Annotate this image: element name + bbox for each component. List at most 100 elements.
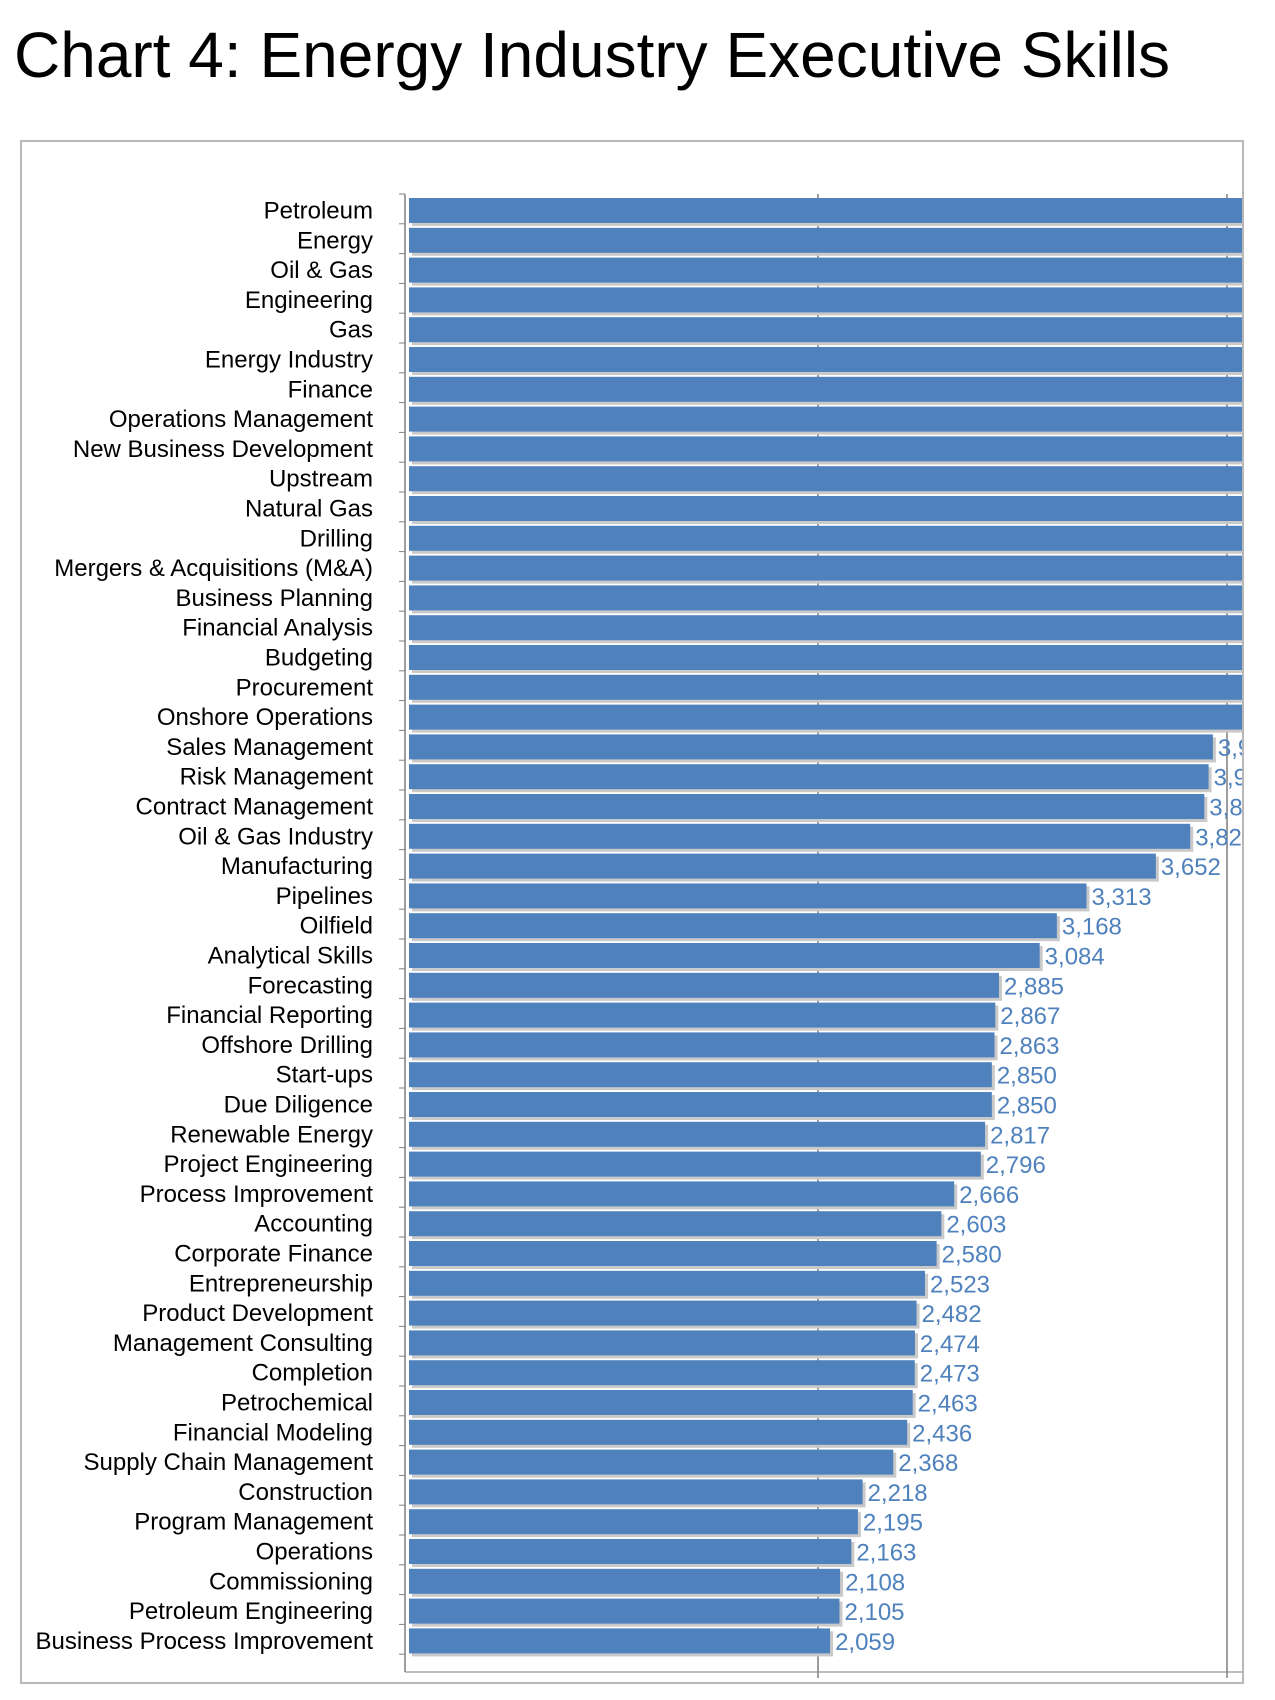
category-label: Analytical Skills bbox=[208, 943, 373, 970]
value-label: 2,436 bbox=[912, 1420, 972, 1447]
category-label: Project Engineering bbox=[164, 1151, 373, 1178]
value-label: 2,603 bbox=[946, 1212, 1006, 1239]
bar bbox=[409, 1539, 852, 1564]
bar bbox=[409, 704, 1242, 730]
bar bbox=[409, 1479, 863, 1505]
category-label: Offshore Drilling bbox=[201, 1032, 373, 1059]
value-label: 2,195 bbox=[863, 1510, 923, 1537]
category-label: Natural Gas bbox=[245, 496, 373, 523]
category-label: Manufacturing bbox=[221, 853, 373, 880]
bar bbox=[409, 645, 1242, 670]
value-label: 3,820 bbox=[1195, 824, 1242, 851]
bar bbox=[409, 674, 1242, 700]
value-label: 3,652 bbox=[1161, 854, 1221, 881]
category-label: Onshore Operations bbox=[157, 704, 373, 731]
value-label: 2,580 bbox=[942, 1242, 1002, 1269]
category-label: Operations bbox=[256, 1539, 373, 1566]
category-label: Upstream bbox=[269, 466, 373, 493]
value-label: 2,523 bbox=[930, 1271, 990, 1298]
value-label: 3,931 bbox=[1218, 735, 1242, 762]
value-label: 2,473 bbox=[920, 1361, 980, 1388]
bar bbox=[409, 1241, 937, 1266]
category-label: Financial Reporting bbox=[166, 1002, 373, 1029]
value-label: 3,910 bbox=[1214, 765, 1242, 792]
value-label: 2,059 bbox=[835, 1629, 895, 1656]
category-label: Engineering bbox=[245, 287, 373, 314]
bar bbox=[409, 376, 1242, 402]
category-label: Oilfield bbox=[300, 913, 373, 940]
bar bbox=[409, 1092, 992, 1117]
bar bbox=[409, 883, 1087, 909]
bar bbox=[409, 1449, 894, 1475]
category-label: Budgeting bbox=[265, 645, 373, 672]
bar bbox=[409, 913, 1057, 939]
value-label: 3,168 bbox=[1062, 914, 1122, 941]
category-label: Pipelines bbox=[276, 883, 373, 910]
category-label: Procurement bbox=[236, 674, 374, 701]
bar bbox=[409, 1121, 986, 1147]
category-label: Drilling bbox=[300, 525, 373, 552]
value-label: 2,850 bbox=[997, 1093, 1057, 1120]
bar bbox=[409, 227, 1242, 253]
bar bbox=[409, 1568, 841, 1594]
value-label: 2,108 bbox=[845, 1569, 905, 1596]
value-label: 3,889 bbox=[1209, 795, 1242, 822]
category-label: Construction bbox=[238, 1479, 373, 1506]
category-label: Operations Management bbox=[109, 406, 373, 433]
bar bbox=[409, 794, 1205, 819]
value-label: 2,850 bbox=[997, 1063, 1057, 1090]
category-label: Management Consulting bbox=[113, 1330, 373, 1357]
bar bbox=[409, 1330, 915, 1356]
category-label: Risk Management bbox=[180, 764, 374, 791]
bar bbox=[409, 615, 1242, 641]
bar bbox=[409, 943, 1040, 968]
bar bbox=[409, 734, 1213, 760]
category-label: Energy Industry bbox=[205, 347, 373, 374]
bar bbox=[409, 1032, 995, 1058]
category-label: Business Process Improvement bbox=[36, 1628, 374, 1655]
value-label: 2,474 bbox=[920, 1331, 980, 1358]
bar bbox=[409, 1181, 955, 1207]
bar bbox=[409, 972, 999, 998]
bar bbox=[409, 853, 1156, 879]
bar bbox=[409, 347, 1242, 372]
category-label: Finance bbox=[288, 376, 373, 403]
category-label: Entrepreneurship bbox=[189, 1270, 373, 1297]
category-label: Energy bbox=[297, 227, 373, 254]
value-label: 2,218 bbox=[868, 1480, 928, 1507]
bar bbox=[409, 406, 1242, 432]
page-title: Chart 4: Energy Industry Executive Skill… bbox=[14, 19, 1171, 91]
bar bbox=[409, 1360, 915, 1386]
category-label: Petroleum Engineering bbox=[129, 1598, 373, 1625]
bar bbox=[409, 436, 1242, 462]
category-label: Renewable Energy bbox=[170, 1121, 373, 1148]
value-label: 2,863 bbox=[999, 1033, 1059, 1060]
bar bbox=[409, 287, 1242, 313]
bar bbox=[409, 1211, 942, 1237]
bar bbox=[409, 198, 1242, 223]
category-label: New Business Development bbox=[73, 436, 373, 463]
category-label: Accounting bbox=[254, 1211, 373, 1238]
category-label: Commissioning bbox=[209, 1568, 373, 1595]
bar bbox=[409, 1002, 996, 1028]
value-label: 3,084 bbox=[1045, 944, 1105, 971]
value-label: 2,867 bbox=[1000, 1003, 1060, 1030]
value-label: 2,796 bbox=[986, 1152, 1046, 1179]
value-label: 2,163 bbox=[856, 1540, 916, 1567]
bar bbox=[409, 1628, 831, 1654]
value-label: 2,885 bbox=[1004, 973, 1064, 1000]
category-label: Product Development bbox=[142, 1300, 373, 1327]
category-label: Program Management bbox=[134, 1509, 373, 1536]
category-label: Sales Management bbox=[166, 734, 373, 761]
category-label: Start-ups bbox=[276, 1062, 373, 1089]
category-label: Oil & Gas bbox=[270, 257, 373, 284]
value-label: 3,313 bbox=[1092, 884, 1152, 911]
chart-frame: Petroleum11,097Energy10,755Oil & Gas9,78… bbox=[20, 140, 1244, 1684]
bar bbox=[409, 525, 1242, 551]
bar bbox=[409, 823, 1191, 849]
bar bbox=[409, 1300, 917, 1326]
value-label: 2,666 bbox=[959, 1182, 1019, 1209]
category-label: Process Improvement bbox=[140, 1181, 374, 1208]
category-label: Forecasting bbox=[248, 972, 373, 999]
category-label: Petrochemical bbox=[221, 1390, 373, 1417]
